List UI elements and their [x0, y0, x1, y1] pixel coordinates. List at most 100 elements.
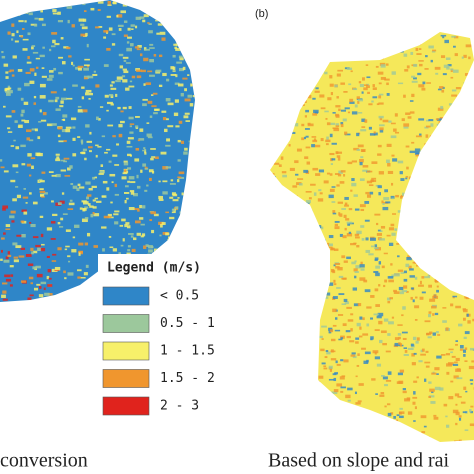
texture [81, 109, 88, 113]
texture [356, 50, 360, 54]
texture [154, 156, 159, 160]
texture [394, 113, 398, 117]
texture [350, 189, 353, 192]
texture [90, 213, 94, 218]
texture [310, 67, 314, 69]
texture [438, 133, 445, 136]
texture [2, 290, 7, 294]
texture [404, 245, 411, 249]
texture [428, 381, 432, 384]
texture [371, 177, 377, 180]
texture [450, 157, 457, 161]
legend-box [98, 254, 202, 424]
texture [273, 162, 280, 165]
texture [177, 179, 180, 183]
texture [142, 149, 146, 152]
texture [58, 5, 64, 8]
texture [95, 26, 100, 29]
texture [428, 45, 434, 49]
legend-label: 1.5 - 2 [160, 371, 215, 386]
texture [416, 337, 420, 341]
texture [55, 3, 59, 5]
texture [406, 220, 410, 224]
texture [280, 81, 285, 85]
texture [95, 154, 98, 158]
texture [0, 166, 5, 169]
texture [376, 363, 382, 367]
texture [279, 66, 282, 70]
texture [378, 95, 382, 99]
texture [149, 43, 154, 46]
texture [270, 381, 276, 385]
texture [283, 411, 289, 414]
texture [470, 405, 474, 408]
texture [277, 397, 281, 402]
texture [309, 315, 316, 318]
texture [385, 379, 392, 382]
texture [350, 411, 355, 413]
texture [377, 312, 384, 317]
texture [182, 66, 186, 71]
texture [313, 313, 319, 316]
texture [379, 127, 384, 131]
texture [88, 187, 93, 191]
texture [470, 410, 473, 414]
texture [439, 155, 443, 159]
texture [386, 403, 391, 406]
caption: Based on slope and rai [268, 450, 450, 472]
texture [116, 143, 120, 146]
texture [286, 110, 290, 114]
texture [441, 89, 445, 93]
texture [129, 154, 132, 157]
texture [312, 167, 319, 171]
texture [374, 213, 381, 216]
texture [329, 188, 335, 192]
texture [325, 143, 329, 146]
texture [334, 329, 341, 332]
texture [462, 240, 468, 243]
texture [350, 70, 353, 73]
texture [359, 316, 363, 320]
texture [462, 196, 467, 200]
texture [383, 46, 389, 50]
texture [297, 213, 302, 217]
texture [26, 61, 32, 64]
texture [375, 272, 380, 277]
texture [159, 31, 166, 35]
texture [271, 333, 278, 336]
texture [377, 144, 382, 148]
texture [188, 164, 195, 169]
texture [297, 80, 300, 84]
texture [294, 216, 300, 219]
texture [124, 191, 130, 194]
texture [362, 77, 365, 81]
texture [427, 178, 431, 182]
texture [441, 196, 445, 200]
texture [436, 123, 439, 126]
texture [279, 117, 282, 121]
texture [407, 231, 413, 234]
texture [289, 70, 296, 73]
texture [10, 13, 14, 17]
texture [309, 328, 314, 331]
texture [139, 16, 145, 19]
texture [101, 226, 107, 229]
texture [176, 61, 183, 64]
texture [314, 144, 321, 148]
texture [125, 2, 131, 5]
texture [355, 402, 361, 405]
texture [396, 423, 402, 425]
texture [150, 211, 157, 215]
texture [117, 24, 124, 27]
texture [298, 202, 304, 205]
texture [295, 173, 299, 176]
texture [452, 363, 459, 366]
texture [472, 318, 474, 322]
texture [411, 181, 415, 183]
texture [452, 266, 457, 270]
texture [0, 1, 5, 4]
texture [450, 259, 455, 263]
texture [393, 273, 400, 277]
texture [126, 145, 133, 148]
texture [270, 363, 275, 368]
